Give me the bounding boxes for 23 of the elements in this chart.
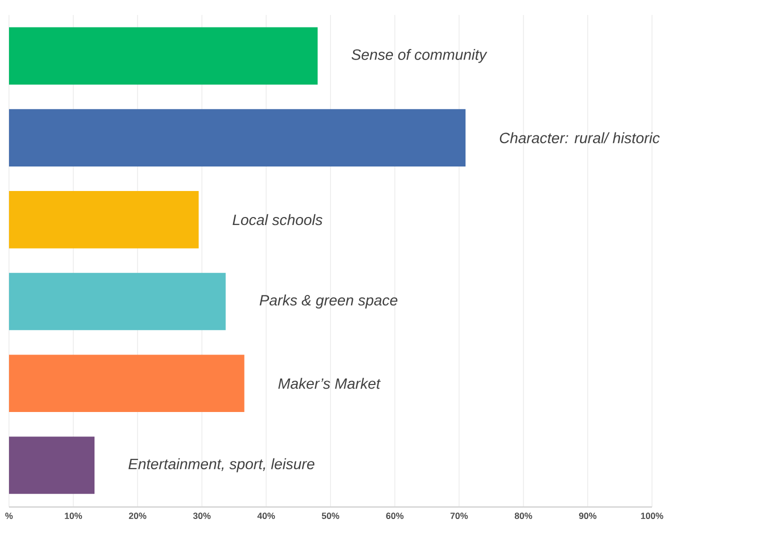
y-tick-label: Maker’s Market <box>278 378 381 389</box>
x-tick-label: 80% <box>514 512 532 520</box>
bar <box>9 109 466 166</box>
x-tick-label: 70% <box>450 512 468 520</box>
y-tick-label: Sense of community <box>352 48 488 63</box>
bar <box>9 354 244 412</box>
bar <box>9 272 226 330</box>
x-tick-label: 60% <box>386 512 404 520</box>
x-tick-label: 30% <box>193 512 211 520</box>
x-tick-label: 90% <box>579 512 596 520</box>
bar <box>9 436 95 494</box>
x-tick-label: 50% <box>322 512 340 520</box>
y-tick-label: Local schools <box>232 214 322 226</box>
x-tick-label: 40% <box>257 512 275 520</box>
y-tick-label: Parks & green space <box>260 294 398 308</box>
x-tick-label: 20% <box>128 512 146 520</box>
y-tick-label: Entertainment, sport, leisure <box>128 458 314 472</box>
bar <box>9 27 318 85</box>
bar <box>9 191 199 248</box>
x-tick-label: 100% <box>641 512 664 520</box>
x-tick-label: % <box>5 512 13 519</box>
y-tick-label: Character: rural/ historic <box>500 132 660 144</box>
x-tick-label: 10% <box>64 512 82 520</box>
